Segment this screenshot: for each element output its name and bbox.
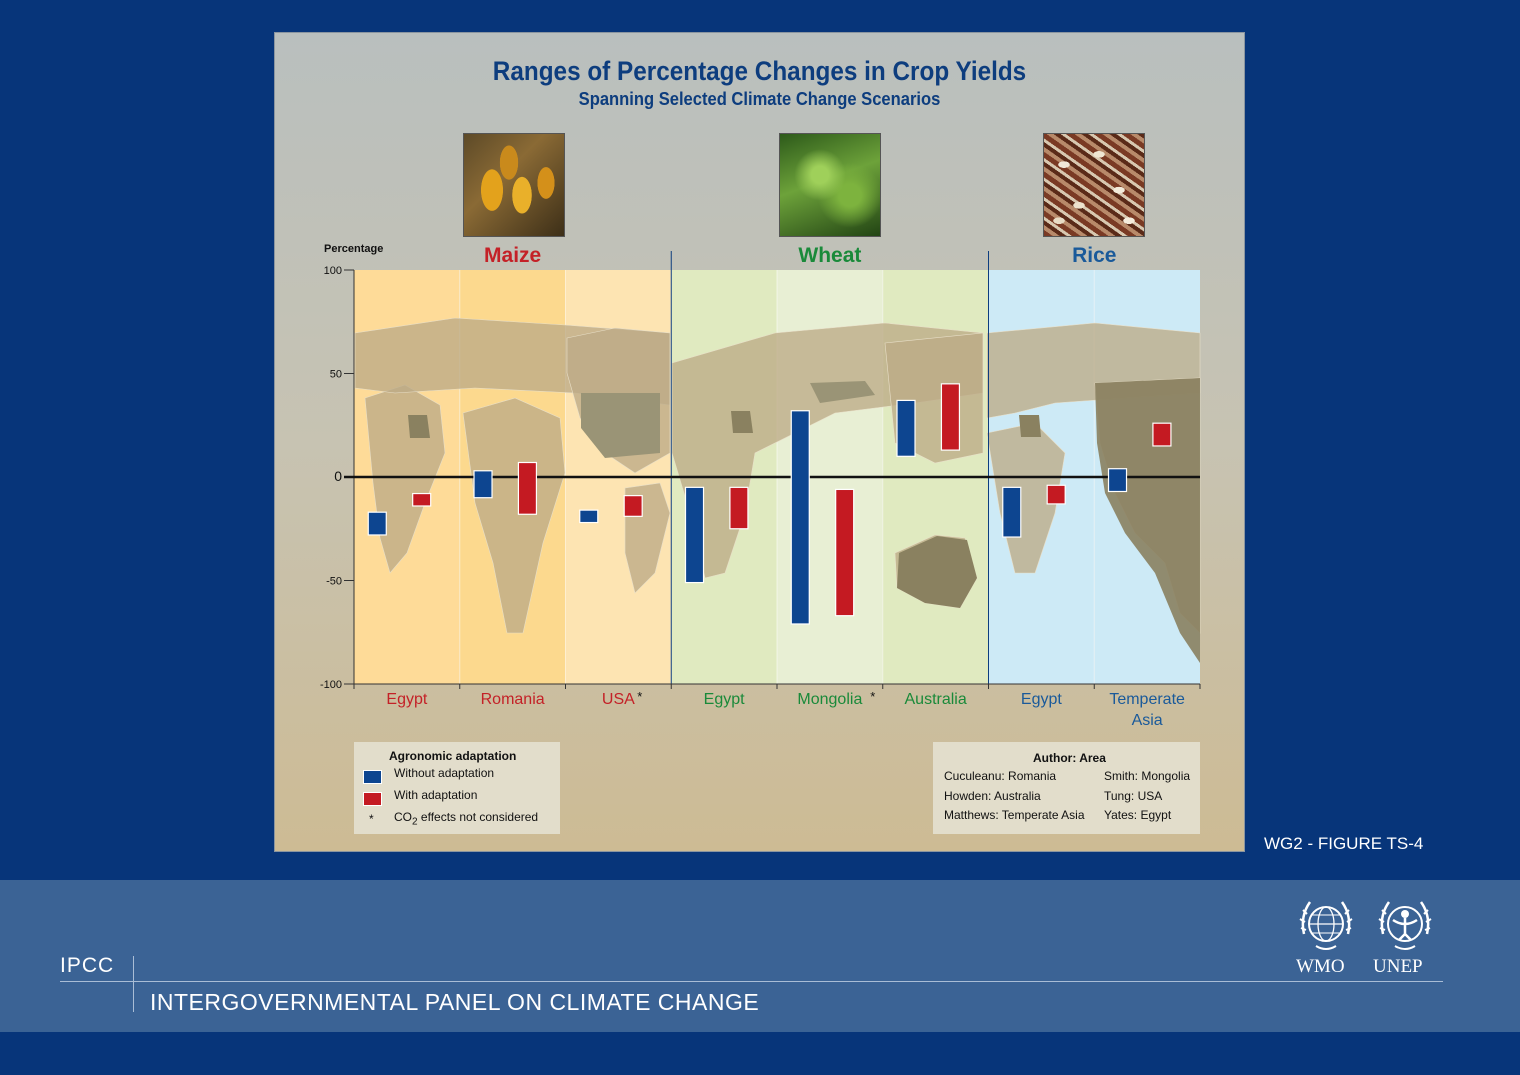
bar-with-adaptation-egypt — [729, 486, 749, 530]
legend-title: Agronomic adaptation — [389, 749, 517, 763]
y-tick-label: -100 — [320, 679, 342, 691]
author-entry: Howden: Australia — [944, 789, 1041, 803]
bar-with-adaptation-egypt — [412, 492, 432, 507]
crop-heading-rice: Rice — [1072, 244, 1116, 267]
category-label-egypt: Egypt — [1021, 691, 1062, 708]
co2-note-mark: * — [637, 689, 642, 704]
highlight-egypt-wheat — [731, 411, 753, 433]
category-label-egypt: Egypt — [386, 691, 427, 708]
wheat-photo — [779, 133, 881, 237]
unep-name: UNEP — [1373, 956, 1423, 977]
wmo-logo-icon — [1299, 901, 1353, 950]
y-tick-label: 0 — [334, 468, 342, 484]
legend-label-with: With adaptation — [394, 788, 478, 802]
legend-swatch-without — [363, 770, 382, 784]
ipcc-full-name: INTERGOVERNMENTAL PANEL ON CLIMATE CHANG… — [150, 989, 760, 1015]
bar-with-adaptation-temperate-asia — [1152, 422, 1172, 447]
map-landmass — [462, 397, 566, 634]
authors-title: Author: Area — [1033, 751, 1106, 765]
adaptation-legend: Agronomic adaptation Without adaptation … — [354, 742, 560, 834]
highlight-temperate-asia — [1095, 378, 1200, 663]
y-tick-label: -50 — [326, 576, 342, 588]
author-entry: Matthews: Temperate Asia — [944, 808, 1085, 822]
bar-without-adaptation-usa — [579, 509, 599, 524]
bar-without-adaptation-mongolia — [790, 410, 810, 625]
bar-with-adaptation-mongolia — [835, 488, 855, 617]
rice-photo — [1043, 133, 1145, 237]
bar-without-adaptation-temperate-asia — [1107, 468, 1128, 493]
footer-divider — [60, 981, 1443, 982]
highlight-mongolia — [810, 381, 875, 403]
author-entry: Smith: Mongolia — [1104, 769, 1191, 783]
y-tick-label: 50 — [330, 369, 342, 381]
author-entry: Yates: Egypt — [1104, 808, 1172, 822]
bar-without-adaptation-australia — [896, 399, 916, 457]
bar-with-adaptation-usa — [623, 495, 643, 517]
co2-rest-text: effects not considered — [417, 810, 539, 824]
bar-without-adaptation-egypt — [1002, 486, 1022, 538]
crop-yield-chart: 100 50 0 -50 -100 Percentage Maize Wheat Rice Egy… — [320, 243, 1201, 729]
wmo-name: WMO — [1296, 956, 1345, 977]
authors-legend: Author: Area Cuculeanu: Romania Smith: M… — [933, 742, 1200, 834]
ipcc-acronym: IPCC — [60, 954, 115, 977]
co2-note-mark: * — [870, 689, 875, 704]
legend-co2-star: * — [369, 812, 374, 826]
chart-subtitle: Spanning Selected Climate Change Scenari… — [578, 89, 941, 109]
figure-label: WG2 - FIGURE TS-4 — [1264, 834, 1424, 853]
legend-co2-note: CO2 effects not considered — [394, 810, 538, 827]
category-label-australia: Australia — [905, 691, 967, 708]
category-label-usa: USA — [602, 691, 635, 708]
crop-heading-wheat: Wheat — [798, 244, 861, 267]
unep-logo-icon — [1378, 901, 1432, 950]
bar-with-adaptation-egypt — [1046, 484, 1066, 505]
highlight-egypt-rice — [1019, 415, 1041, 437]
legend-label-without: Without adaptation — [394, 766, 495, 780]
bar-without-adaptation-egypt — [367, 511, 387, 536]
highlight-egypt-maize — [408, 415, 430, 438]
footer-divider-vertical — [133, 956, 134, 1012]
y-axis-title: Percentage — [324, 243, 383, 255]
author-entry: Tung: USA — [1104, 789, 1163, 803]
highlight-usa — [581, 393, 660, 458]
bar-with-adaptation-romania — [517, 461, 538, 515]
y-tick-label: 100 — [324, 265, 342, 277]
co2-subscript: 2 — [412, 816, 418, 828]
bar-with-adaptation-australia — [940, 383, 961, 451]
legend-swatch-with — [363, 792, 382, 806]
chart-title: Ranges of Percentage Changes in Crop Yie… — [492, 56, 1027, 86]
bar-without-adaptation-egypt — [684, 486, 705, 584]
co2-text: CO — [394, 810, 412, 824]
category-label-temperate-asia: Temperate — [1109, 691, 1185, 708]
category-label-romania: Romania — [481, 691, 545, 708]
author-entry: Cuculeanu: Romania — [944, 769, 1057, 783]
category-label-mongolia: Mongolia — [797, 691, 862, 708]
crop-heading-maize: Maize — [484, 244, 541, 267]
footer-banner: IPCC INTERGOVERNMENTAL PANEL ON CLIMATE … — [0, 880, 1520, 1032]
highlight-australia — [897, 536, 977, 608]
figure-panel: Ranges of Percentage Changes in Crop Yie… — [274, 32, 1245, 852]
category-label-egypt: Egypt — [704, 691, 745, 708]
maize-photo — [463, 133, 565, 237]
bar-without-adaptation-romania — [473, 470, 493, 499]
category-label-temperate-asia: Asia — [1132, 712, 1163, 729]
